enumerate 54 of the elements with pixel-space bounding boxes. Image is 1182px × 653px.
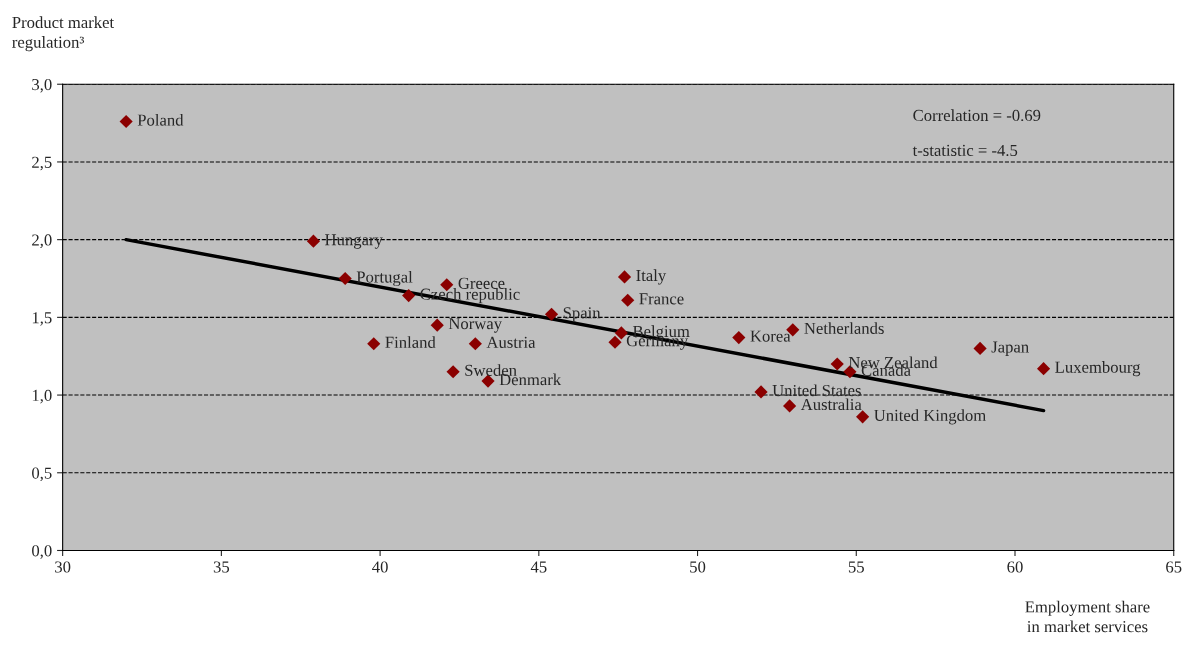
point — [468, 337, 482, 351]
point — [973, 341, 987, 356]
point — [430, 318, 444, 332]
point — [446, 365, 460, 379]
annotation: Luxembourg — [1055, 361, 1141, 377]
annotation: Finland — [385, 336, 436, 348]
point — [617, 270, 632, 284]
x-tick-label: 55 — [848, 561, 864, 573]
annotation: Greece — [458, 277, 505, 289]
y-tick-label: 0,5 — [32, 467, 52, 482]
x-tick-label: 60 — [1007, 561, 1023, 573]
point — [119, 114, 133, 129]
annotation: Portugal — [356, 270, 413, 287]
annotation: France — [639, 293, 684, 305]
point — [614, 326, 628, 340]
point — [306, 234, 321, 248]
x-tick-label: 65 — [1166, 561, 1182, 573]
point — [1036, 362, 1051, 376]
x-tick-label: 45 — [530, 561, 547, 573]
y-tick-label: 1,0 — [32, 389, 52, 404]
y-tick-label: 2,5 — [32, 156, 52, 171]
point — [338, 271, 352, 286]
annotation: United Kingdom — [874, 409, 986, 425]
annotation: t-statistic = -4.5 — [912, 144, 1018, 157]
annotation: Poland — [137, 113, 184, 126]
point — [608, 335, 622, 349]
annotation: Italy — [636, 269, 667, 285]
point — [732, 330, 746, 345]
point — [830, 357, 844, 371]
point — [754, 385, 768, 399]
point — [367, 337, 381, 351]
y-tick-label: 1,5 — [32, 312, 52, 326]
x-axis-title: Employment share in market services — [1025, 600, 1150, 633]
annotation: United States — [772, 384, 861, 397]
point — [621, 293, 635, 307]
y-axis-title: Product market regulation³ — [12, 16, 115, 52]
annotation: Norway — [448, 318, 502, 333]
annotation: Correlation = -0.69 — [913, 109, 1041, 122]
x-tick-label: 30 — [55, 561, 71, 573]
y-tick-label: 0,0 — [32, 545, 52, 559]
annotation: Korea — [750, 330, 791, 342]
annotation: Netherlands — [804, 322, 884, 334]
point — [402, 289, 416, 303]
point — [783, 399, 797, 413]
point — [544, 307, 559, 321]
x-tick-label: 35 — [213, 561, 230, 573]
annotation: Austria — [486, 336, 536, 348]
y-tick-label: 2,0 — [32, 234, 52, 248]
point — [856, 410, 870, 424]
y-tick-label: 3,0 — [32, 78, 52, 93]
x-tick-label: 40 — [372, 561, 388, 573]
x-tick-label: 50 — [690, 561, 706, 573]
annotation: Australia — [800, 398, 862, 411]
annotation: Japan — [991, 341, 1029, 356]
